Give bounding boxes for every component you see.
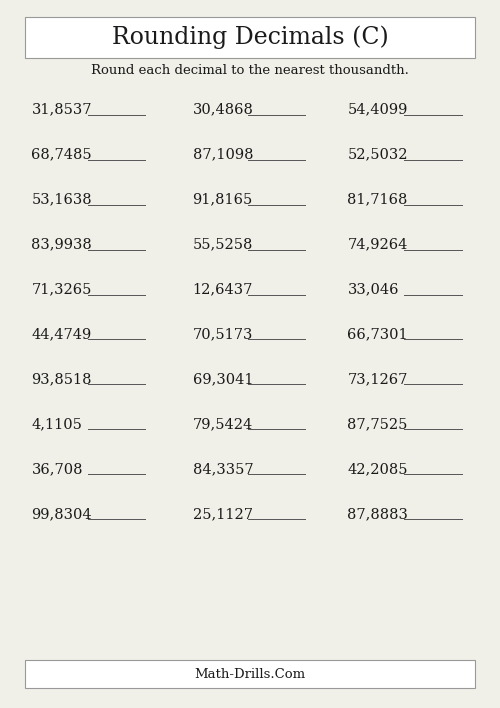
Text: 53,1638: 53,1638 <box>32 193 92 207</box>
Text: 74,9264: 74,9264 <box>348 238 408 251</box>
Text: 55,5258: 55,5258 <box>192 238 253 251</box>
Bar <box>25 17 475 58</box>
Text: 93,8518: 93,8518 <box>32 372 92 387</box>
Text: 70,5173: 70,5173 <box>192 328 253 341</box>
Text: Round each decimal to the nearest thousandth.: Round each decimal to the nearest thousa… <box>91 64 409 77</box>
Text: 87,1098: 87,1098 <box>192 148 253 161</box>
Text: 31,8537: 31,8537 <box>32 103 92 117</box>
Text: 99,8304: 99,8304 <box>32 508 92 521</box>
Text: 66,7301: 66,7301 <box>348 328 408 341</box>
Text: 81,7168: 81,7168 <box>348 193 408 207</box>
Text: 69,3041: 69,3041 <box>192 372 253 387</box>
Text: 36,708: 36,708 <box>32 462 83 476</box>
Text: 87,8883: 87,8883 <box>348 508 408 521</box>
Text: 87,7525: 87,7525 <box>348 418 408 431</box>
Bar <box>25 660 475 688</box>
Text: 42,2085: 42,2085 <box>348 462 408 476</box>
Text: 33,046: 33,046 <box>348 282 399 297</box>
Text: Math-Drills.Com: Math-Drills.Com <box>194 668 306 680</box>
Text: 73,1267: 73,1267 <box>348 372 408 387</box>
Text: 83,9938: 83,9938 <box>32 238 92 251</box>
Text: 79,5424: 79,5424 <box>192 418 253 431</box>
Text: 52,5032: 52,5032 <box>348 148 408 161</box>
Text: 91,8165: 91,8165 <box>192 193 253 207</box>
Text: Rounding Decimals (C): Rounding Decimals (C) <box>112 25 388 50</box>
Text: 25,1127: 25,1127 <box>192 508 252 521</box>
Text: 71,3265: 71,3265 <box>32 282 92 297</box>
Text: 12,6437: 12,6437 <box>192 282 253 297</box>
Text: 30,4868: 30,4868 <box>192 103 254 117</box>
Text: 68,7485: 68,7485 <box>32 148 92 161</box>
Text: 54,4099: 54,4099 <box>348 103 408 117</box>
Text: 44,4749: 44,4749 <box>32 328 92 341</box>
Text: 84,3357: 84,3357 <box>192 462 253 476</box>
Text: 4,1105: 4,1105 <box>32 418 82 431</box>
